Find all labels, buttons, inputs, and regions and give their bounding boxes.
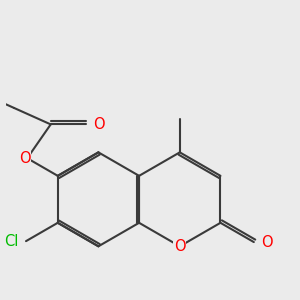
Text: O: O	[174, 239, 186, 254]
Text: O: O	[19, 151, 31, 166]
Text: O: O	[93, 117, 105, 132]
Text: O: O	[261, 235, 273, 250]
Text: Cl: Cl	[4, 234, 18, 249]
